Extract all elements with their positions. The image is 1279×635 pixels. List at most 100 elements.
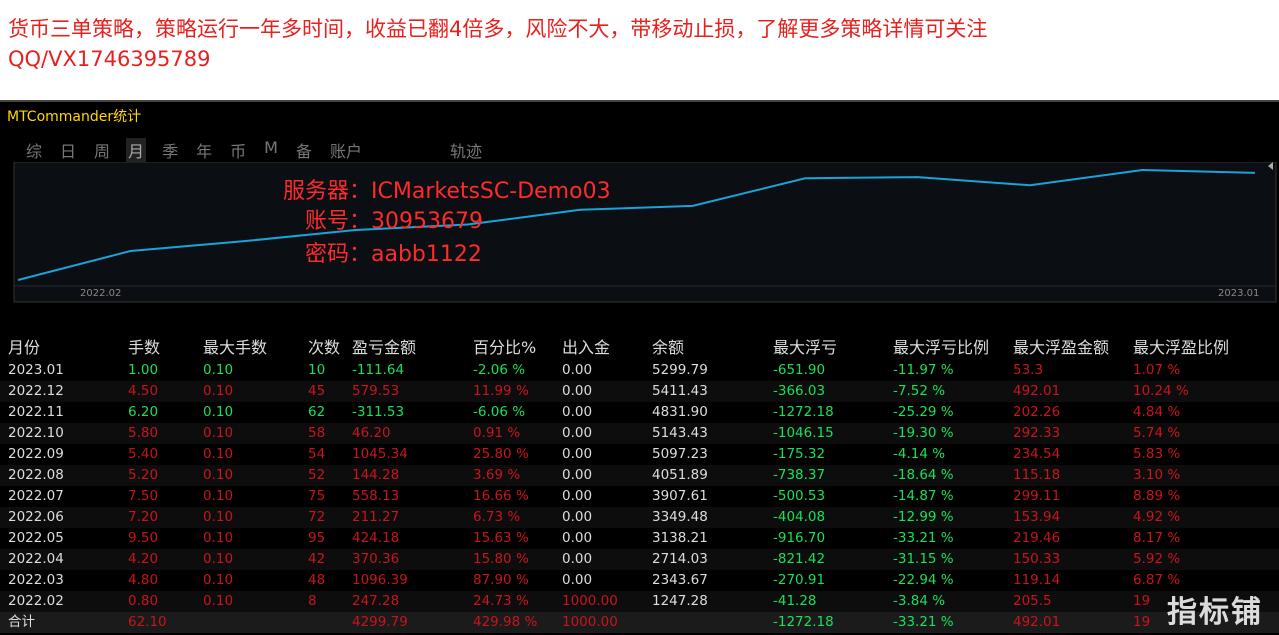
cell: 0.00: [562, 446, 593, 462]
cell: 0.10: [203, 425, 234, 441]
tab[interactable]: 日: [60, 142, 77, 161]
cell: 2022.10: [8, 425, 64, 441]
tab[interactable]: 季: [162, 142, 179, 161]
cell: 48: [308, 572, 326, 588]
tab[interactable]: 轨迹: [449, 142, 482, 161]
cell: 5097.23: [652, 446, 708, 462]
cell: 75: [308, 488, 326, 504]
cell: -41.28: [773, 593, 817, 609]
cell: -270.91: [773, 572, 826, 588]
cell: 2022.05: [8, 530, 64, 546]
column-header: 最大浮盈比例: [1133, 338, 1230, 357]
cell: 5.40: [128, 446, 159, 462]
cell: -19.30 %: [893, 425, 954, 441]
cell: 15.63 %: [473, 530, 529, 546]
x-label: 2023.01: [1218, 288, 1259, 299]
cell: 2023.01: [8, 362, 64, 378]
cell: 144.28: [352, 467, 400, 483]
cell: 2022.07: [8, 488, 64, 504]
cell: 579.53: [352, 383, 400, 399]
cell: 3138.21: [652, 530, 708, 546]
cell: 19: [1133, 593, 1151, 609]
tab[interactable]: 年: [196, 142, 213, 161]
cell: -311.53: [352, 404, 405, 420]
cell: 11.99 %: [473, 383, 529, 399]
data-row: 2022.08 5.20 0.10 52 144.28 3.69 % 0.00 4051.89…: [0, 465, 1279, 486]
cell: 46.20: [352, 425, 391, 441]
cell: 1.07 %: [1133, 362, 1181, 378]
cell: 0.00: [562, 488, 593, 504]
cell: 0.10: [203, 446, 234, 462]
cell: 53.3: [1013, 362, 1044, 378]
cell: 5143.43: [652, 425, 708, 441]
data-row: 2022.03 4.80 0.10 48 1096.39 87.90 % 0.00 2343.…: [0, 570, 1279, 591]
cell: 0.00: [562, 362, 593, 378]
cell: 5411.43: [652, 383, 708, 399]
cell: 0.10: [203, 404, 234, 420]
tab[interactable]: M: [264, 138, 278, 157]
column-header: 盈亏金额: [352, 338, 417, 357]
tab[interactable]: 综: [26, 142, 43, 161]
tab[interactable]: 币: [230, 142, 247, 161]
cell: 0.10: [203, 488, 234, 504]
tabs: 综日周月季年币 M 备账户 轨迹: [24, 138, 484, 162]
chart-area: [13, 162, 1277, 303]
cell: 5.83 %: [1133, 446, 1181, 462]
cell: 8.17 %: [1133, 530, 1181, 546]
cell: 0.10: [203, 509, 234, 525]
cell: 87.90 %: [473, 572, 529, 588]
cell: 4831.90: [652, 404, 708, 420]
cell: -11.97 %: [893, 362, 954, 378]
stats-table: 月份 手数 最大手数 次数 盈亏金额 百分比% 出入金 余额 最大浮亏 最大浮亏比例 最大浮盈金额 最…: [0, 336, 1279, 633]
cell: 7.50: [128, 488, 159, 504]
column-header: 余额: [652, 338, 685, 357]
cell: 5.74 %: [1133, 425, 1181, 441]
cell: -25.29 %: [893, 404, 954, 420]
cell: 0.10: [203, 551, 234, 567]
cell: 42: [308, 551, 326, 567]
cell: 4.20: [128, 551, 159, 567]
cell: 4.80: [128, 572, 159, 588]
cell: 0.10: [203, 362, 234, 378]
cell: -18.64 %: [893, 467, 954, 483]
cell: 370.36: [352, 551, 400, 567]
cell: 4.92 %: [1133, 509, 1181, 525]
equity-chart: 2022.02 2023.01 服务器：ICMarketsSC-Demo03 账号：3…: [13, 162, 1277, 303]
cell: 2022.02: [8, 593, 64, 609]
cell: 2022.08: [8, 467, 64, 483]
tab[interactable]: 备: [295, 142, 312, 161]
cell: 52: [308, 467, 326, 483]
column-header: 手数: [128, 338, 161, 357]
cell: 3907.61: [652, 488, 708, 504]
cell: 1000.00: [562, 593, 618, 609]
headline: 货币三单策略，策略运行一年多时间，收益已翻4倍多，风险不大，带移动止损，了解更多…: [8, 17, 988, 71]
cell: 72: [308, 509, 326, 525]
cell: 5299.79: [652, 362, 708, 378]
cell: 0.10: [203, 467, 234, 483]
tab[interactable]: 月: [126, 138, 147, 162]
cell: -738.37: [773, 467, 826, 483]
cell: 0.00: [562, 509, 593, 525]
total-row: 合计 62.10 4299.79 429.98 % 1000.00 -1272.18 -33…: [0, 612, 1279, 633]
cell: 2022.04: [8, 551, 64, 567]
cell: -33.21 %: [893, 530, 954, 546]
cell: 115.18: [1013, 467, 1061, 483]
cell: 1000.00: [562, 614, 618, 630]
cell: 3.10 %: [1133, 467, 1181, 483]
cell: 54: [308, 446, 326, 462]
cell: 1045.34: [352, 446, 408, 462]
cell: -111.64: [352, 362, 405, 378]
data-row: 2022.10 5.80 0.10 58 46.20 0.91 % 0.00 5143.43 -…: [0, 423, 1279, 444]
cell: -3.84 %: [893, 593, 946, 609]
cell: 2343.67: [652, 572, 708, 588]
cell: 25.80 %: [473, 446, 529, 462]
cell: 0.00: [562, 572, 593, 588]
tab[interactable]: 周: [94, 142, 111, 161]
column-header: 最大手数: [203, 338, 268, 357]
column-header: 最大浮盈金额: [1013, 338, 1110, 357]
overlay-text: 账号：30953679: [305, 209, 483, 234]
overlay-text: 服务器：ICMarketsSC-Demo03: [283, 179, 611, 204]
tab[interactable]: 账户: [329, 142, 362, 161]
cell: 219.46: [1013, 530, 1061, 546]
